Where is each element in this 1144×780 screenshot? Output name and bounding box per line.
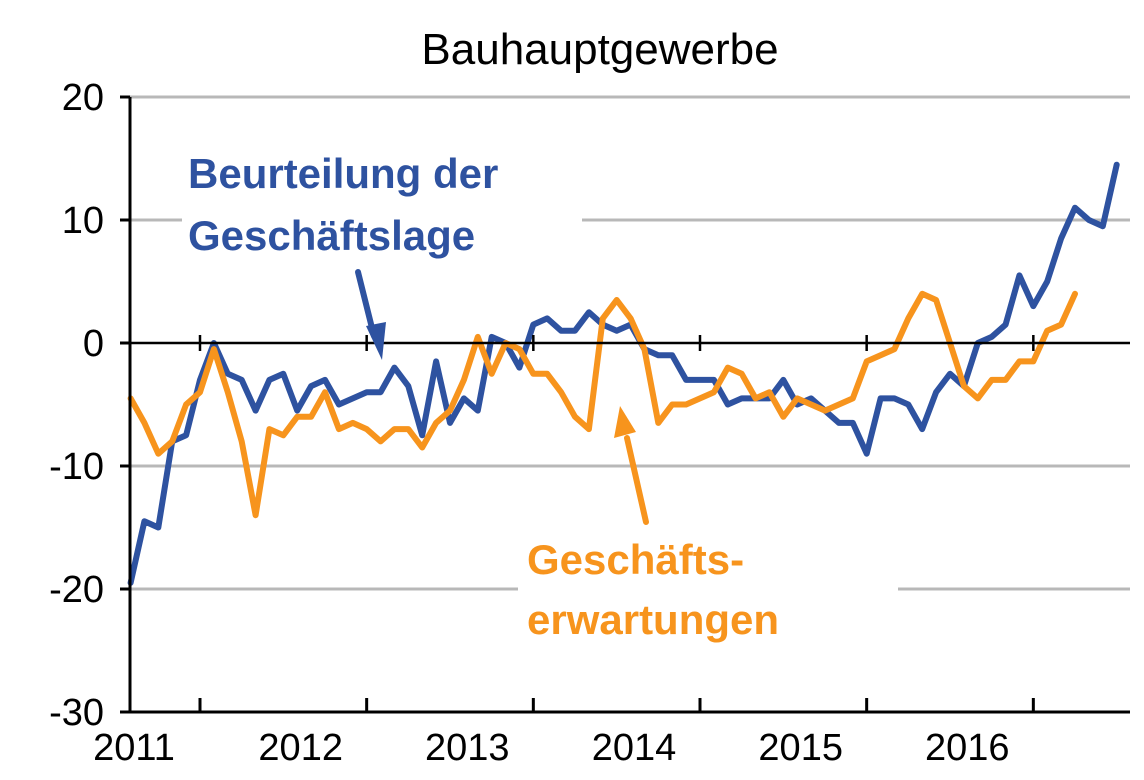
y-tick-label--30: -30 — [49, 692, 104, 734]
y-tick-label--20: -20 — [49, 569, 104, 611]
x-tick-label-2016: 2016 — [925, 727, 1010, 769]
x-tick-labels: 2011 2012 2013 2014 2015 2016 — [93, 727, 1009, 769]
y-tick-label-10: 10 — [62, 200, 104, 242]
orange-arrow-shaft — [624, 435, 649, 525]
blue-label-line-2: Geschäftslage — [188, 212, 475, 259]
x-tick-label-2012: 2012 — [258, 727, 343, 769]
series-line-orange — [127, 290, 1078, 519]
x-tick-label-2013: 2013 — [425, 727, 510, 769]
orange-label-bg — [518, 532, 898, 650]
y-tick-label-20: 20 — [62, 77, 104, 119]
y-tick-label--10: -10 — [49, 446, 104, 488]
series-lines — [127, 161, 1120, 586]
y-tick-labels: 20 10 0 -10 -20 -30 — [49, 77, 104, 734]
orange-arrow-head — [614, 406, 636, 438]
chart-title: Bauhauptgewerbe — [421, 25, 778, 74]
series-line-blue — [127, 161, 1120, 586]
blue-label-bg — [182, 146, 582, 266]
blue-arrow-head — [366, 322, 386, 360]
x-tick-label-2011: 2011 — [93, 727, 175, 769]
x-tick-label-2015: 2015 — [758, 727, 843, 769]
y-tick-label-0: 0 — [83, 323, 104, 365]
axes — [120, 95, 1130, 714]
orange-label-line-1: Geschäfts- — [527, 536, 744, 583]
annotations: Beurteilung der Geschäftslage Geschäfts-er… — [182, 146, 898, 650]
blue-label-line-1: Beurteilung der — [188, 150, 498, 197]
x-tick-label-2014: 2014 — [592, 727, 677, 769]
orange-label-line-2: erwartungen — [527, 596, 779, 643]
